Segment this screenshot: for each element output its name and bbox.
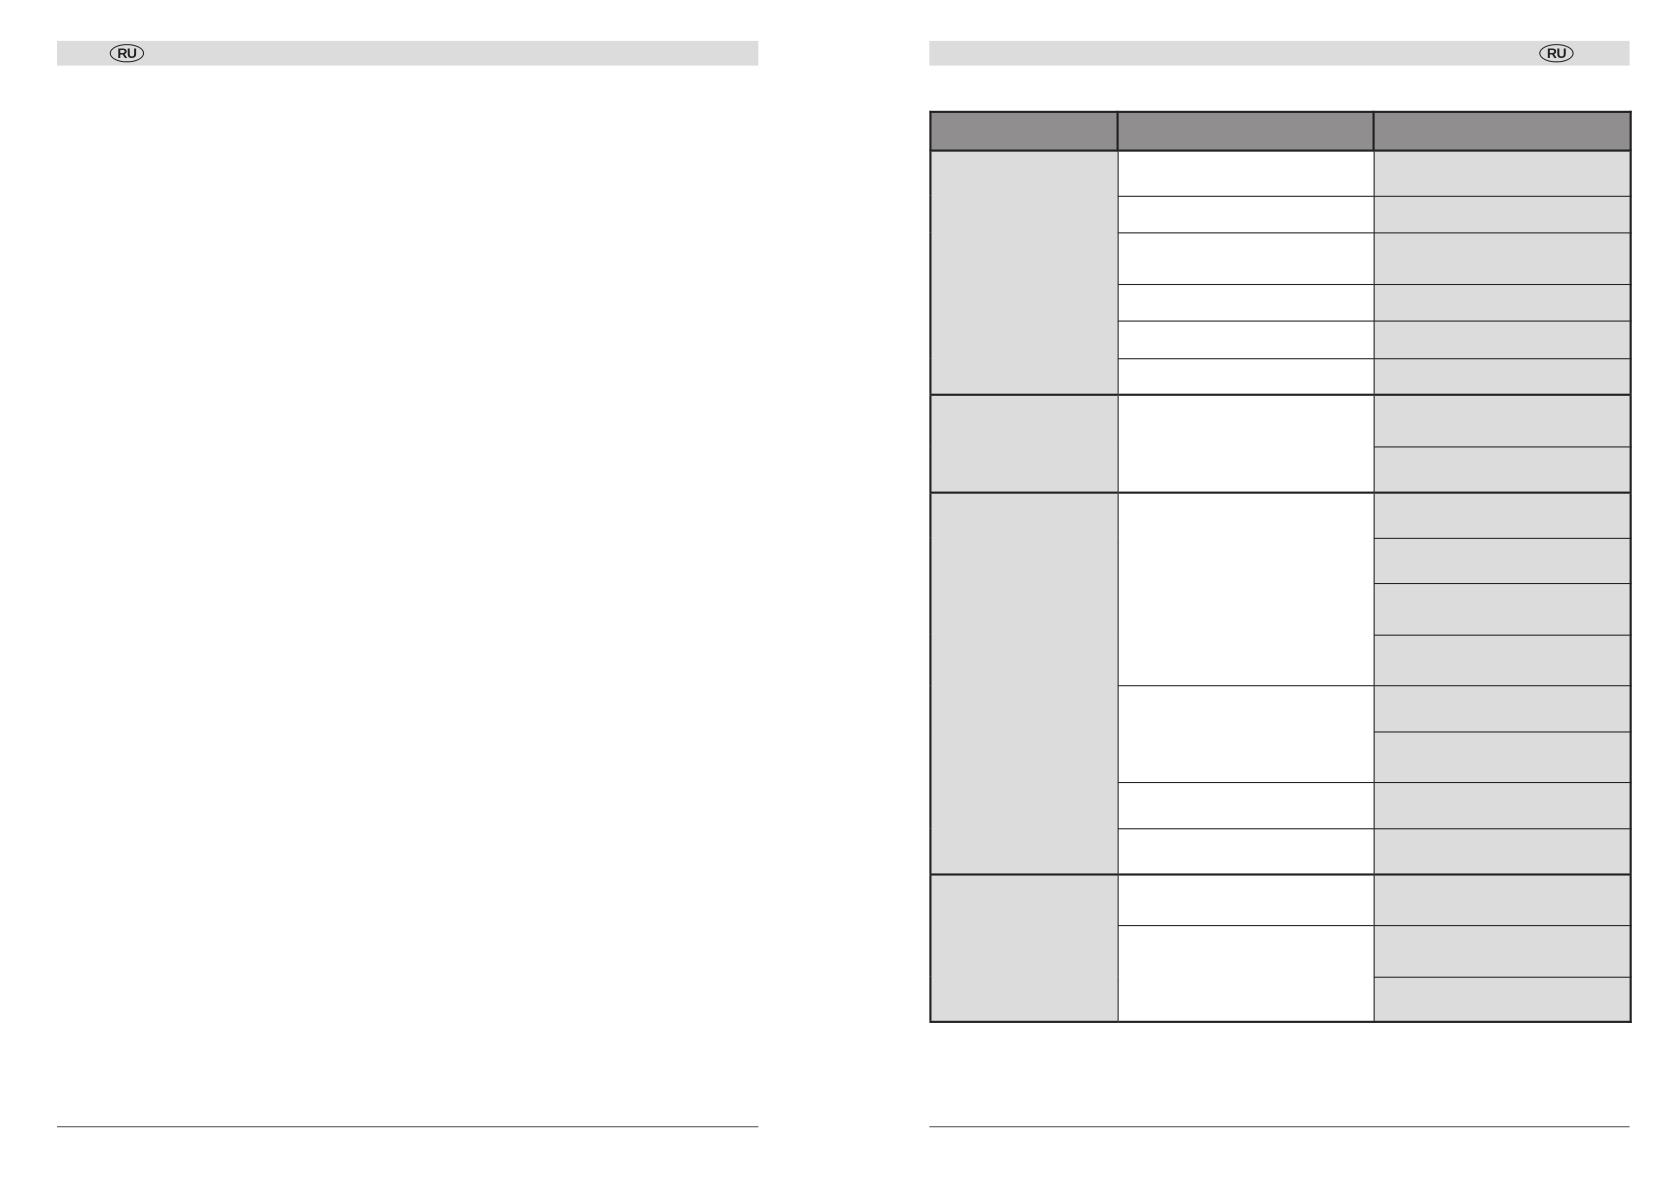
cell	[1117, 357, 1375, 396]
cell	[1373, 537, 1632, 584]
table-header-row	[929, 110, 1632, 152]
cell	[1373, 634, 1632, 686]
cell	[1117, 827, 1375, 876]
cell	[1117, 873, 1375, 926]
left-page-footer-line	[57, 1126, 759, 1128]
table-row	[930, 684, 1632, 783]
table-row	[930, 582, 1632, 636]
table-row	[930, 445, 1632, 494]
cell	[1373, 924, 1632, 978]
table-row	[930, 924, 1632, 1023]
group-cell	[929, 394, 1119, 494]
cell	[1373, 492, 1632, 539]
cell	[1373, 231, 1632, 285]
cell	[1117, 781, 1375, 829]
cell	[1117, 320, 1375, 359]
table-row	[930, 976, 1632, 1023]
cell	[1373, 357, 1632, 396]
group-cell	[929, 492, 1119, 876]
right-page-footer-line	[929, 1126, 1630, 1128]
cell	[1373, 873, 1632, 926]
language-badge: RU	[109, 44, 145, 63]
cell	[1373, 730, 1632, 783]
cell	[1373, 394, 1632, 447]
cell	[1117, 283, 1375, 322]
cell	[1373, 827, 1632, 876]
table-row	[930, 231, 1632, 285]
table-row	[930, 730, 1632, 783]
table-row	[929, 394, 1632, 494]
table-row	[930, 357, 1632, 396]
group-cell	[929, 873, 1119, 1023]
cell	[1373, 320, 1632, 359]
table-row	[929, 492, 1632, 876]
cell	[1373, 150, 1632, 197]
cell	[1117, 492, 1375, 686]
troubleshooting-table	[929, 110, 1632, 1023]
table-row	[930, 827, 1632, 876]
table-row	[930, 283, 1632, 322]
cell	[1117, 684, 1375, 783]
group-cell	[929, 150, 1119, 396]
cell	[1373, 283, 1632, 322]
header-cell	[1372, 110, 1632, 152]
table-row	[929, 150, 1632, 396]
header-cell	[1116, 110, 1375, 152]
table-row	[930, 320, 1632, 359]
table-row	[930, 781, 1632, 829]
header-cell	[929, 110, 1119, 152]
cell	[1117, 394, 1375, 494]
cell	[1117, 150, 1375, 197]
cell	[1117, 924, 1375, 1023]
cell	[1117, 231, 1375, 285]
cell	[1373, 445, 1632, 494]
cell	[1373, 684, 1632, 732]
table-row	[930, 537, 1632, 584]
right-page-header-bar: RU	[929, 40, 1630, 66]
cell	[1373, 976, 1632, 1023]
cell	[1373, 195, 1632, 233]
table-row	[930, 634, 1632, 686]
cell	[1373, 781, 1632, 829]
left-page-header-bar: RU	[57, 40, 759, 66]
cell	[1117, 195, 1375, 233]
cell	[1373, 582, 1632, 636]
language-badge: RU	[1539, 44, 1574, 63]
table-row	[929, 873, 1632, 1023]
